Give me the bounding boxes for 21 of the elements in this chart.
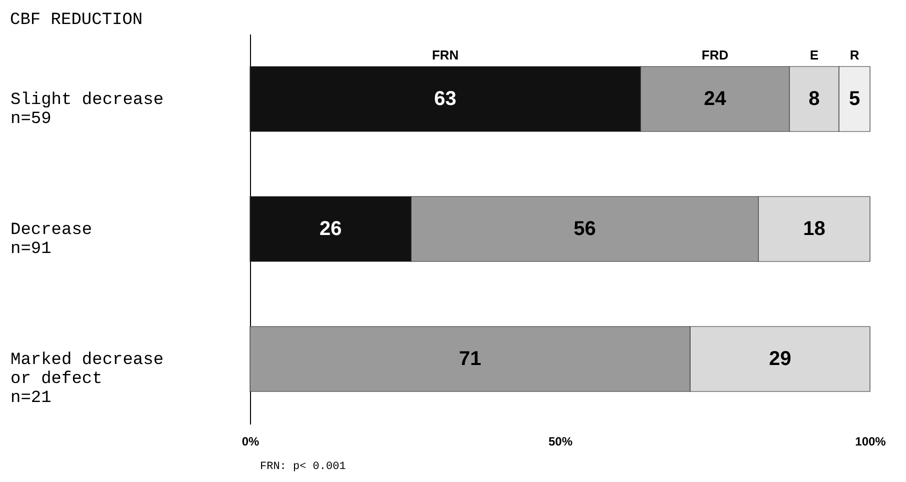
- y-tick-label: Marked decrease or defect n=21: [10, 351, 164, 408]
- text: FRN: p< 0.001: [260, 461, 346, 473]
- data-label: 5: [848, 88, 860, 110]
- text: CBF REDUCTION: [10, 11, 143, 30]
- x-tick-label: 100%: [855, 434, 886, 448]
- data-label: 18: [803, 218, 826, 240]
- series-label: E: [810, 48, 819, 62]
- series-label: FRD: [702, 48, 728, 62]
- series-label: FRN: [432, 48, 459, 62]
- x-tick-label: 50%: [548, 434, 573, 448]
- data-label: 63: [434, 88, 456, 110]
- data-label: 56: [574, 218, 596, 240]
- y-tick-label: Decrease n=91: [10, 221, 92, 259]
- data-label: 8: [808, 88, 820, 110]
- data-label: 26: [319, 218, 342, 240]
- data-label: 71: [458, 348, 482, 370]
- data-label: 29: [768, 348, 792, 370]
- series-label: R: [850, 48, 860, 62]
- data-label: 24: [704, 88, 727, 110]
- y-tick-label: Slight decrease n=59: [10, 91, 164, 129]
- x-tick-label: 0%: [242, 434, 260, 448]
